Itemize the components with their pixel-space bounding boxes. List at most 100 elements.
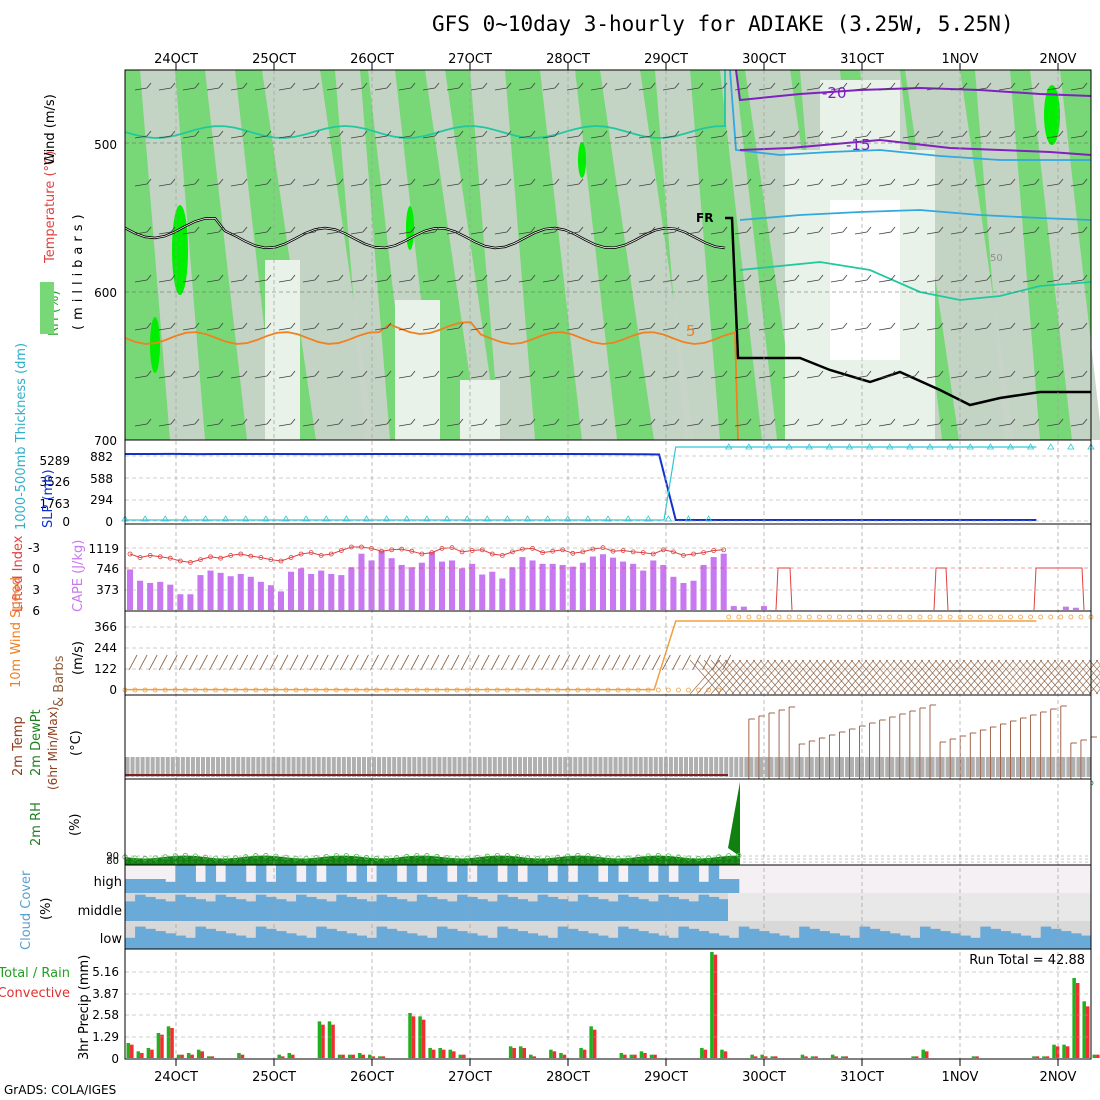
wind-barb-flag bbox=[890, 226, 896, 233]
wind-barb bbox=[326, 87, 340, 91]
precip-total-bar bbox=[166, 1026, 171, 1058]
wind-barb bbox=[590, 87, 604, 91]
wind-barb bbox=[902, 135, 916, 139]
wind-ytick: 0 bbox=[109, 683, 117, 697]
cloud-low-bar bbox=[175, 935, 186, 949]
wind-barb-flag bbox=[914, 370, 920, 377]
wind-barb bbox=[302, 183, 316, 187]
thickness-ytick: 3526 bbox=[39, 475, 70, 489]
precip-convective-bar bbox=[210, 1056, 215, 1058]
cloud-middle-bar bbox=[487, 901, 498, 921]
wind-barb bbox=[542, 279, 556, 283]
wind-barb bbox=[230, 135, 244, 139]
wind-barb bbox=[710, 87, 724, 91]
wind-barb bbox=[518, 231, 532, 235]
ytick-500: 500 bbox=[94, 138, 117, 152]
wind-barb-dense bbox=[808, 659, 840, 695]
wind-barb-flag bbox=[554, 178, 560, 185]
wind-barb bbox=[878, 375, 892, 379]
cloud-high-bar bbox=[306, 865, 317, 893]
wind-barb bbox=[782, 231, 796, 235]
slp-ytick: 0 bbox=[105, 515, 113, 529]
wind-barb bbox=[998, 135, 1012, 139]
wind-barb-flag bbox=[290, 82, 296, 89]
precip-total-bar bbox=[1072, 978, 1076, 1058]
cape-bar bbox=[257, 581, 264, 610]
wind-barb-flag bbox=[650, 322, 656, 329]
cloud-high-bar bbox=[547, 881, 559, 893]
lifted-index-marker bbox=[429, 550, 435, 555]
precip-convective-bar bbox=[361, 1054, 365, 1058]
cloud-low-bar bbox=[849, 937, 861, 949]
slp-panel: 882 588 294 0 5289 3526 1763 0 1000-500m… bbox=[14, 343, 1095, 530]
wind-barb bbox=[279, 654, 289, 671]
lifted-index-marker bbox=[459, 549, 465, 555]
bottom-date-label: 26OCT bbox=[350, 1070, 394, 1085]
wind-barb bbox=[398, 375, 412, 379]
precip-total-bar bbox=[700, 1048, 704, 1058]
wind-ytick: 244 bbox=[94, 641, 117, 655]
wind-barb bbox=[422, 231, 436, 235]
thickness-marker bbox=[644, 515, 652, 522]
precip-total-bar bbox=[508, 1046, 513, 1058]
rh2m-marker bbox=[494, 852, 500, 859]
cloud-high-bar bbox=[517, 881, 528, 893]
wind-barb bbox=[638, 375, 652, 379]
thickness-ytick: 5289 bbox=[39, 454, 70, 468]
wind-barb-flag bbox=[434, 274, 440, 281]
cloud-middle-bar bbox=[597, 899, 609, 921]
cloud-high-bar bbox=[426, 865, 438, 893]
wind-barb bbox=[672, 654, 681, 671]
wind-barb bbox=[350, 279, 364, 283]
wind-barb-flag bbox=[674, 418, 680, 425]
wind-barb bbox=[500, 654, 510, 671]
cape-bar bbox=[1062, 606, 1069, 610]
slp-ytick: 882 bbox=[90, 450, 113, 464]
precip-total-bar bbox=[559, 1053, 563, 1058]
wind-barb-dense bbox=[843, 659, 875, 695]
li-ytick: -3 bbox=[28, 541, 40, 555]
precip-convective-bar bbox=[814, 1056, 818, 1058]
wind-barb-flag bbox=[170, 322, 176, 329]
lifted-index-marker bbox=[328, 551, 334, 557]
wind-barb-dense bbox=[1011, 659, 1043, 695]
wind-barb bbox=[950, 327, 964, 331]
wind-speed-marker bbox=[585, 687, 591, 693]
wind-speed-marker bbox=[998, 614, 1003, 620]
rh-bright-area bbox=[1044, 85, 1060, 145]
wind-barb-dense bbox=[864, 659, 896, 695]
wind-barb bbox=[398, 135, 412, 139]
wind-barb-flag bbox=[338, 370, 344, 377]
wind-barb bbox=[806, 327, 820, 331]
wind-barb-flag bbox=[818, 418, 824, 425]
cloud-middle-bar bbox=[396, 899, 408, 921]
wind-barb bbox=[878, 423, 892, 427]
wind-barb bbox=[806, 279, 820, 283]
grads-credit: GrADS: COLA/IGES bbox=[4, 1083, 117, 1097]
wind-barb-flag bbox=[1034, 274, 1040, 281]
wind-barb bbox=[614, 135, 628, 139]
wind-barb-flag bbox=[458, 322, 464, 329]
wind-barb-flag bbox=[314, 130, 320, 137]
cape-bar bbox=[620, 561, 627, 610]
cloud-low-bar bbox=[930, 928, 941, 949]
wind-barb bbox=[182, 87, 196, 91]
wind-barb bbox=[254, 279, 268, 283]
wind-barb-flag bbox=[266, 178, 272, 185]
wind-barb-flag bbox=[650, 226, 656, 233]
wind-barb-flag bbox=[962, 178, 968, 185]
cloud-low-bar bbox=[487, 937, 498, 949]
cloud-high-bar bbox=[356, 865, 367, 893]
wind-barb-flag bbox=[146, 322, 152, 329]
wind-speed-marker bbox=[857, 614, 862, 620]
top-date-label: 28OCT bbox=[546, 52, 590, 67]
bottom-date-label: 25OCT bbox=[252, 1070, 296, 1085]
cloud-middle-bar bbox=[336, 894, 347, 921]
lifted-index-marker bbox=[369, 546, 374, 551]
ylabel-slp: SLP (mb) bbox=[41, 469, 56, 528]
wind-barb bbox=[1070, 87, 1084, 91]
wind-barb bbox=[182, 423, 196, 427]
cape-bar bbox=[610, 557, 617, 610]
wind-barb bbox=[686, 423, 700, 427]
wind-barb-flag bbox=[818, 178, 824, 185]
